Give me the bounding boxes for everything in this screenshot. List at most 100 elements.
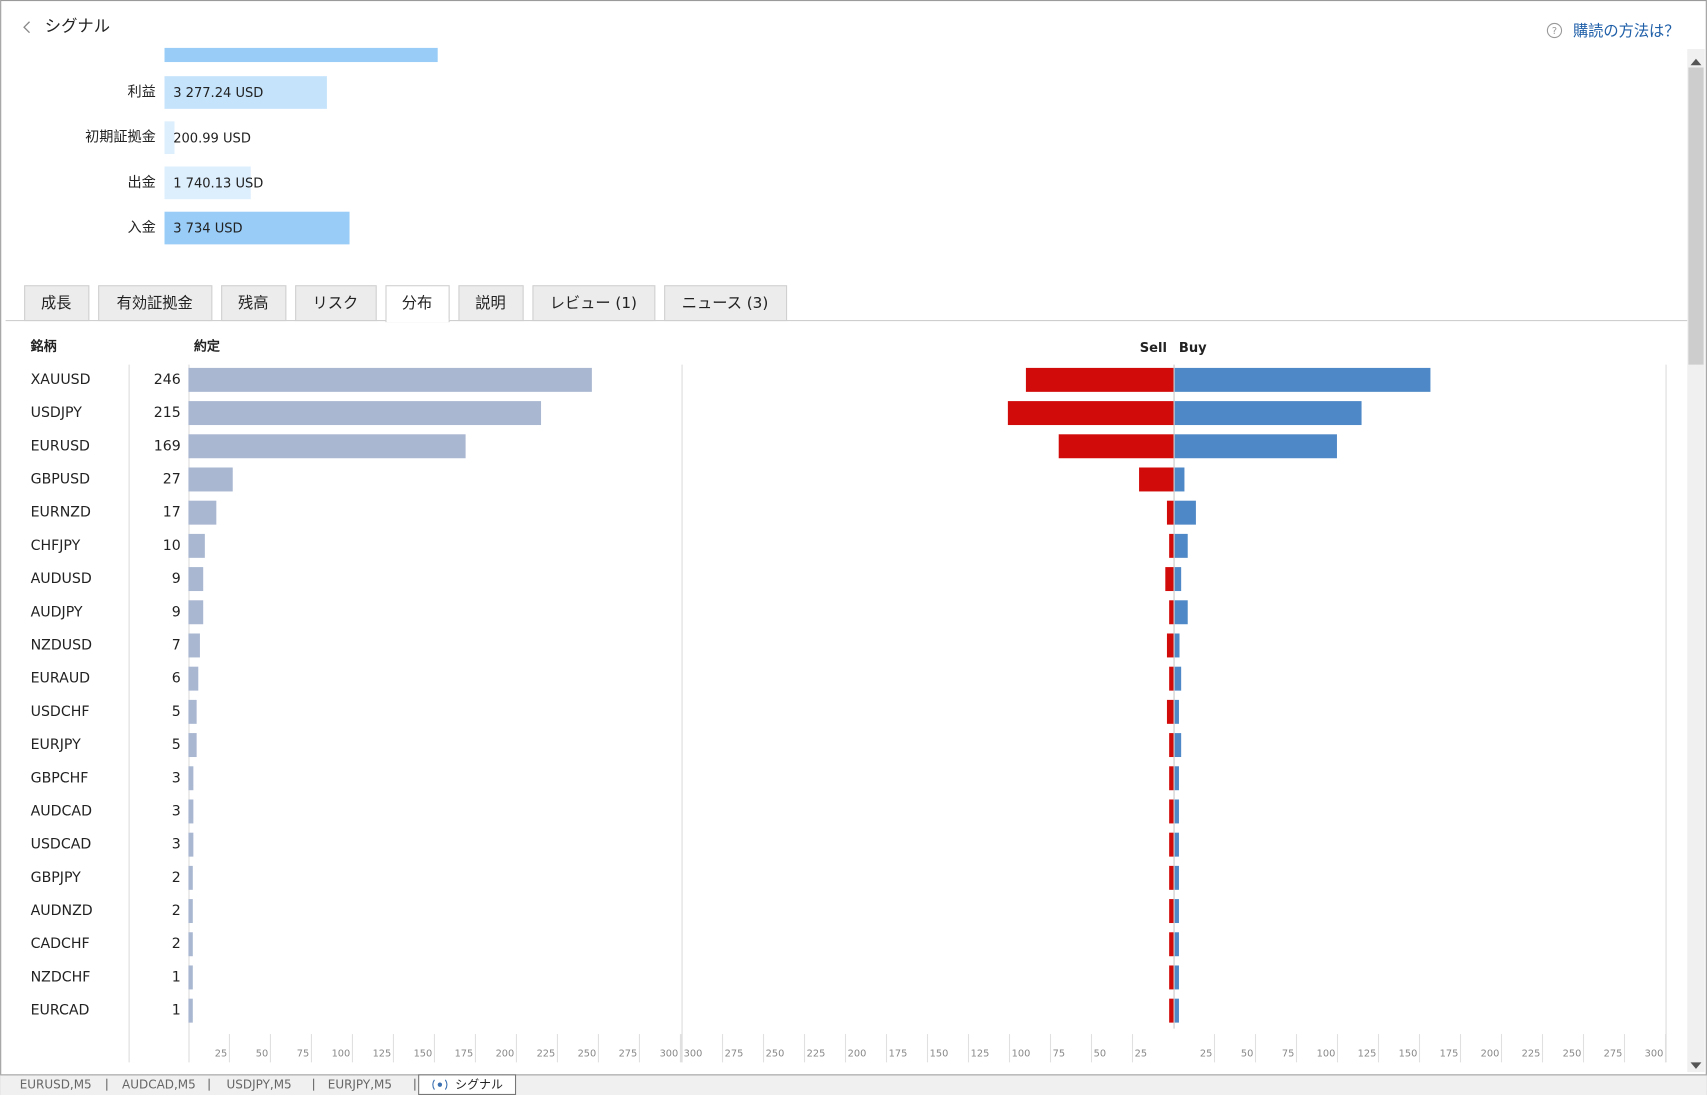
tab[interactable] <box>664 285 788 322</box>
tab[interactable] <box>532 285 656 322</box>
buy-bar <box>1174 600 1188 625</box>
symbol: CHFJPY <box>31 538 81 554</box>
tab-label[interactable]: リスク <box>313 294 359 312</box>
symbol: EURAUD <box>31 671 91 687</box>
sell-bar <box>1166 699 1174 724</box>
page-title: シグナル <box>45 17 110 36</box>
buy-bar <box>1174 533 1188 558</box>
deals-bar <box>188 766 194 791</box>
tab-label[interactable]: 残高 <box>238 294 268 312</box>
buy-bar <box>1174 567 1182 592</box>
tick-label: 175 <box>455 1049 474 1060</box>
sell-bar <box>1007 401 1174 426</box>
buy-bar <box>1174 766 1179 791</box>
tick-label: 225 <box>1522 1049 1541 1060</box>
tick-label: 50 <box>1094 1049 1106 1060</box>
deal-count: 6 <box>172 671 181 687</box>
tab[interactable] <box>221 285 287 322</box>
back-button[interactable]: シグナル <box>23 17 110 36</box>
sell-header: Sell <box>1140 341 1167 356</box>
scrollbar-thumb[interactable] <box>1688 67 1704 365</box>
deal-count: 9 <box>172 604 181 620</box>
deals-bar <box>188 633 200 658</box>
buy-bar <box>1174 832 1179 857</box>
tick-label: 150 <box>930 1049 949 1060</box>
sell-bar <box>1169 865 1174 890</box>
bottom-tab-label[interactable]: EURJPY,M5 <box>328 1078 392 1092</box>
deal-count: 5 <box>172 737 181 753</box>
tick-label: 50 <box>1241 1049 1253 1060</box>
summary-bar <box>164 166 251 200</box>
tab[interactable] <box>385 285 450 323</box>
bottom-tab-label[interactable]: シグナル <box>455 1078 503 1092</box>
bottom-tab-label[interactable]: EURUSD,M5 <box>20 1078 92 1092</box>
deal-count: 10 <box>163 538 181 554</box>
tab[interactable] <box>98 285 213 322</box>
symbol: USDJPY <box>31 405 83 421</box>
tick-label: 175 <box>1440 1049 1459 1060</box>
tab-active-gap <box>386 318 449 323</box>
tick-label: 100 <box>332 1049 351 1060</box>
tick-label: 300 <box>1645 1049 1664 1060</box>
deals-bar <box>188 666 199 691</box>
deal-count: 2 <box>172 870 181 886</box>
sell-bar <box>1169 766 1174 791</box>
deals-bar <box>188 699 197 724</box>
tick-label: 300 <box>660 1049 679 1060</box>
summary-value: 1 740.13 USD <box>173 176 263 191</box>
tick-label: 225 <box>537 1049 556 1060</box>
deal-count: 1 <box>172 1003 181 1019</box>
bottom-tab-active[interactable] <box>418 1074 517 1095</box>
tab-label[interactable]: ニュース (3) <box>682 294 769 312</box>
scroll-down[interactable] <box>1690 1062 1702 1069</box>
deals-bar <box>188 500 217 525</box>
buy-bar <box>1174 633 1180 658</box>
symbol: AUDNZD <box>31 903 93 919</box>
tab-label[interactable]: 分布 <box>402 294 432 312</box>
buy-bar <box>1174 899 1179 924</box>
deal-count: 215 <box>154 405 181 421</box>
scroll-up[interactable] <box>1690 58 1702 66</box>
summary-value: 3 734 USD <box>173 222 242 237</box>
tick-label: 100 <box>1012 1049 1031 1060</box>
tab[interactable] <box>24 285 90 322</box>
sell-bar <box>1169 899 1174 924</box>
deals-bar <box>188 533 205 558</box>
symbol: GBPUSD <box>31 471 91 487</box>
summary-bar <box>164 121 175 155</box>
sell-bar <box>1166 500 1174 525</box>
deals-bar <box>188 434 466 459</box>
sell-bar <box>1169 733 1174 758</box>
symbol: AUDUSD <box>31 571 92 587</box>
bottom-tab-label[interactable]: USDJPY,M5 <box>227 1078 292 1092</box>
buy-bar <box>1174 699 1179 724</box>
sell-bar <box>1169 666 1174 691</box>
deal-count: 1 <box>172 969 181 985</box>
tab-label[interactable]: 有効証拠金 <box>117 294 193 312</box>
tab[interactable] <box>295 285 377 322</box>
tick-label: 125 <box>373 1049 392 1060</box>
help-link[interactable]: ? 購読の方法は？ <box>1546 22 1680 40</box>
help-icon-glyph: ? <box>1552 26 1557 37</box>
buy-bar <box>1174 401 1362 426</box>
help-link-text: 購読の方法は？ <box>1573 22 1680 40</box>
sell-bar <box>1169 998 1174 1023</box>
column-header: 約定 <box>194 339 220 355</box>
tick-label: 250 <box>578 1049 597 1060</box>
symbol: XAUUSD <box>31 372 91 388</box>
deals-bar <box>188 965 193 990</box>
buy-bar <box>1174 434 1337 459</box>
tab-label[interactable]: 成長 <box>41 294 71 312</box>
buy-bar <box>1174 367 1431 392</box>
tab[interactable] <box>458 285 524 322</box>
bottom-tab-label[interactable]: AUDCAD,M5 <box>122 1078 196 1092</box>
deals-bar <box>188 567 204 592</box>
tick-label: 275 <box>725 1049 744 1060</box>
tab-label[interactable]: レビュー (1) <box>550 294 637 312</box>
summary-bar <box>164 211 350 245</box>
tick-label: 100 <box>1317 1049 1336 1060</box>
symbol: AUDCAD <box>31 803 92 819</box>
tick-label: 250 <box>1563 1049 1582 1060</box>
tab-label[interactable]: 説明 <box>475 294 505 312</box>
